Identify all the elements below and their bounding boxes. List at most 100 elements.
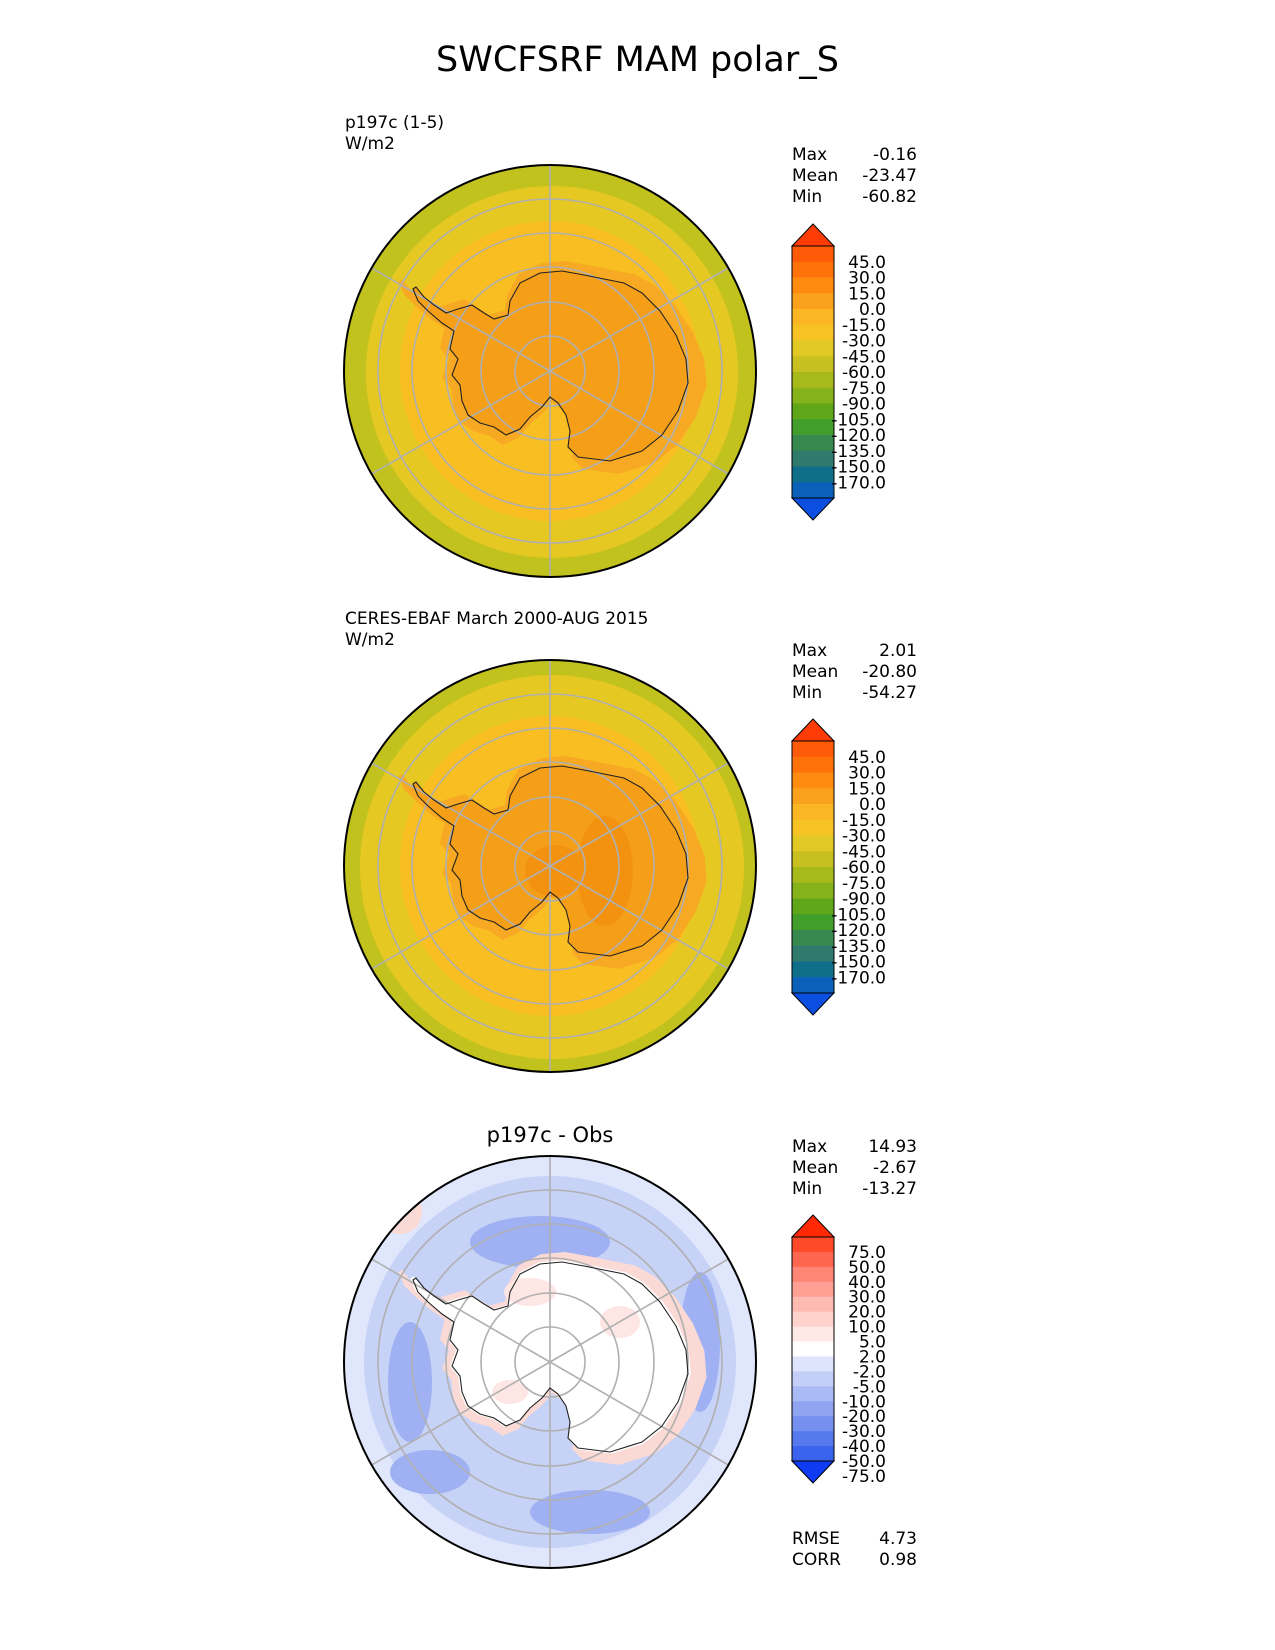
panel1-units: W/m2 [345,134,395,154]
diff-field-positive-blob [504,1278,556,1306]
panel1-colorbar: 45.030.015.00.0-15.0-30.0-45.0-60.0-75.0… [790,223,886,521]
colorbar-segment [792,867,834,884]
colorbar-tick-label: -75.0 [842,379,886,399]
panel3-colorbar: 75.050.040.030.020.010.05.02.0-2.0-5.0-1… [790,1214,886,1487]
panel2-units: W/m2 [345,630,395,650]
colorbar-segment [792,1237,834,1253]
colorbar-tick-label: -105.0 [831,410,886,430]
meridian-line [371,1258,551,1363]
colorbar-segment [792,804,834,821]
meridian-line [371,1361,551,1466]
colorbar-segment [792,914,834,931]
colorbar-segment [792,324,834,341]
colorbar-tick-label: 30.0 [848,1288,886,1308]
colorbar-tick-label: 20.0 [848,1303,886,1323]
meridian-line [371,762,551,867]
colorbar-tick-label: -10.0 [842,1392,886,1412]
colorbar-tick-label: -50.0 [842,1452,886,1472]
panel2-max: 2.01 [879,641,917,661]
colorbar-segment [792,1431,834,1447]
panel1-max: -0.16 [873,145,917,165]
colorbar-tick-label: -90.0 [842,395,886,415]
panel1-mean: -23.47 [862,166,917,186]
colorbar-segment [792,819,834,836]
colorbar-segment [792,741,834,758]
colorbar-segment [792,419,834,436]
colorbar-tick-label: -170.0 [831,968,886,988]
colorbar-segment [792,1386,834,1402]
colorbar-tick-label: -20.0 [842,1407,886,1427]
colorbar-extend-min [790,497,836,521]
panel2-mean: -20.80 [862,662,917,682]
colorbar-segment [792,1341,834,1357]
panel1-stats: Max -0.16 Mean -23.47 Min -60.82 [792,145,917,207]
colorbar-tick-label: 10.0 [848,1318,886,1338]
meridian-line [549,267,729,372]
panel2-min: -54.27 [862,683,917,703]
colorbar-extend-min [790,1460,836,1484]
colorbar-segment [792,756,834,773]
panel3-stats: Max 14.93 Mean -2.67 Min -13.27 [792,1137,917,1199]
colorbar-tick-label: 15.0 [848,284,886,304]
colorbar-tick-label: -120.0 [831,921,886,941]
panel3-corr: 0.98 [879,1550,917,1570]
diff-field-positive-blob [378,1190,422,1234]
colorbar-frame [791,740,835,994]
colorbar-tick-label: -150.0 [831,953,886,973]
figure-title: SWCFSRF MAM polar_S [436,40,839,80]
panel3-rmse: 4.73 [879,1529,917,1549]
colorbar-segment [792,1296,834,1313]
colorbar-tick-label: -40.0 [842,1437,886,1457]
colorbar-segment [792,788,834,805]
meridian-line [549,865,729,970]
coastline [412,1261,689,1453]
colorbar-segment [792,1326,834,1343]
colorbar-segment [792,482,834,499]
colorbar-tick-label: -60.0 [842,858,886,878]
colorbar-segment [792,977,834,994]
colorbar-tick-label: -75.0 [842,874,886,894]
diff-field-positive-blob [492,1380,528,1404]
map-boundary [343,659,757,1073]
colorbar-tick-label: 40.0 [848,1273,886,1293]
colorbar-tick-label: -135.0 [831,442,886,462]
colorbar-segment [792,293,834,310]
colorbar-tick-label: 45.0 [848,748,886,768]
colorbar-tick-label: -45.0 [842,842,886,862]
panel3-metrics: RMSE 4.73 CORR 0.98 [792,1529,917,1570]
colorbar-tick-label: -105.0 [831,905,886,925]
colorbar-tick-label: 30.0 [848,269,886,289]
colorbar-tick-label: 0.0 [859,300,886,320]
panel3-title: p197c - Obs [486,1123,614,1147]
meridian-line [549,762,729,867]
colorbar-tick-label: -60.0 [842,363,886,383]
panel3-max: 14.93 [868,1137,917,1157]
coastline [412,270,689,462]
meridian-line [371,865,551,970]
meridian-line [549,370,729,475]
panel2-obs-name: CERES-EBAF March 2000-AUG 2015 [345,609,649,629]
colorbar-extend-min [790,992,836,1016]
colorbar-tick-label: -150.0 [831,458,886,478]
colorbar-tick-label: -30.0 [842,332,886,352]
colorbar-segment [792,772,834,789]
colorbar-segment [792,1356,834,1372]
colorbar-tick-label: -75.0 [842,1467,886,1487]
colorbar-segment [792,945,834,962]
meridian-line [549,1258,729,1363]
colorbar-segment [792,898,834,915]
panel2-colorbar: 45.030.015.00.0-15.0-30.0-45.0-60.0-75.0… [790,718,886,1016]
colorbar-segment [792,930,834,947]
coastline [412,765,689,957]
meridian-line [549,1361,729,1466]
colorbar-tick-label: -170.0 [831,473,886,493]
colorbar-segment [792,261,834,278]
colorbar-segment [792,835,834,852]
colorbar-segment [792,1311,834,1328]
panel1-case-name: p197c (1-5) [345,113,445,133]
colorbar-segment [792,1266,834,1283]
field-anomaly [577,816,633,926]
colorbar-segment [792,403,834,420]
meridian-line [371,370,551,475]
